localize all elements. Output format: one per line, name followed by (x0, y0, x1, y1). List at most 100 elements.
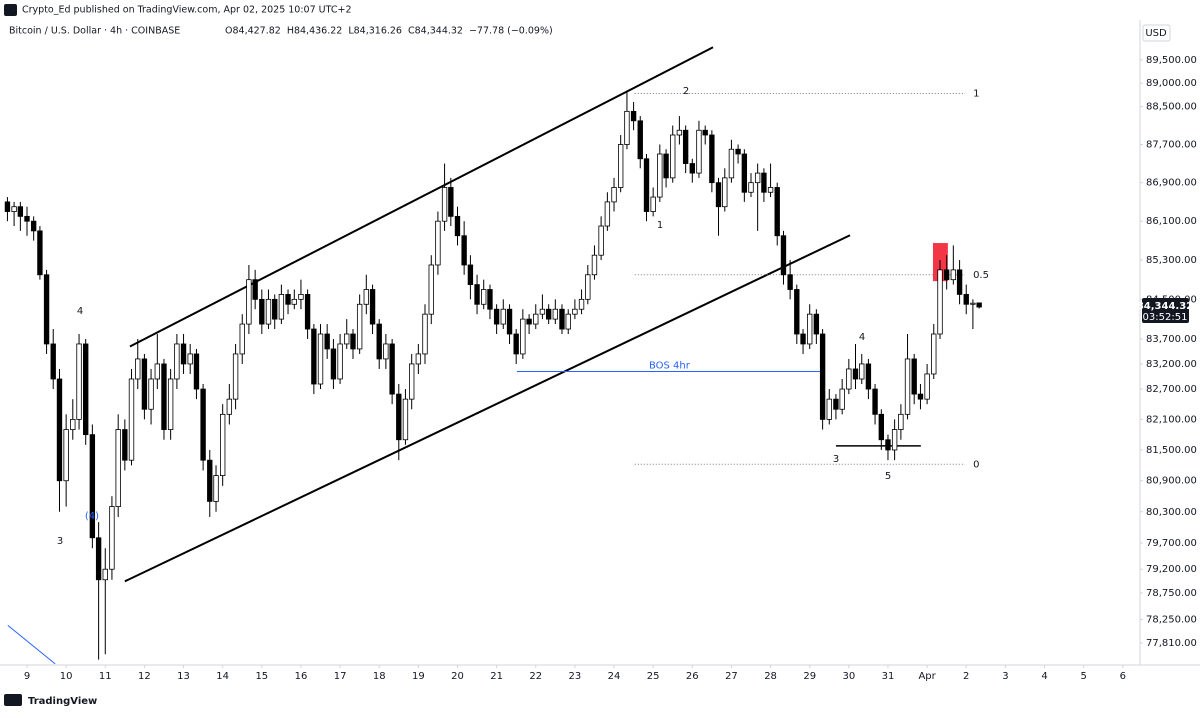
currency-box (1142, 24, 1171, 42)
candle-body (17, 206, 24, 217)
candle-body (767, 187, 774, 193)
candle-body (878, 413, 885, 441)
candle-body (226, 398, 233, 415)
y-tick-label: 83,200.00 (1146, 359, 1197, 370)
candle-body (324, 333, 330, 350)
candle-body (643, 158, 650, 212)
change: −77.78 (−0.09%) (469, 26, 553, 37)
candle-body (43, 274, 50, 345)
candle-body (630, 110, 637, 122)
candle-body (917, 393, 924, 400)
candle-body (200, 388, 206, 461)
y-tick-label: 80,900.00 (1146, 476, 1197, 487)
candle-body (904, 358, 911, 415)
x-tick-label: 6 (1120, 671, 1126, 682)
y-tick-label: 86,100.00 (1146, 216, 1197, 227)
candle-body (970, 302, 976, 305)
candle-body (272, 298, 278, 320)
candle-body (239, 323, 245, 355)
x-tick-label: 24 (608, 671, 621, 682)
candle-body (89, 434, 96, 539)
x-tick-label: 5 (1080, 671, 1086, 682)
candle-body (76, 343, 82, 420)
y-tick-label: 79,700.00 (1146, 538, 1197, 549)
candle-body (722, 177, 728, 208)
candle-body (813, 313, 820, 335)
candle-body (865, 363, 872, 390)
publisher: Crypto_Ed published on TradingView.com, … (22, 5, 352, 16)
x-tick-label: 12 (138, 671, 151, 682)
candle-body (148, 378, 154, 410)
x-tick-label: 25 (647, 671, 660, 682)
candle-body (800, 333, 806, 345)
candle-body (819, 333, 826, 420)
x-tick-label: 11 (99, 671, 112, 682)
candle-body (956, 269, 963, 295)
candle-body (317, 333, 324, 385)
candle-body (748, 182, 754, 193)
y-tick-label: 89,500.00 (1146, 55, 1197, 66)
candle-body (937, 269, 943, 335)
candle-body (4, 201, 11, 212)
candle-body (911, 358, 917, 395)
candle-body (278, 294, 285, 320)
candle-body (154, 363, 161, 380)
x-tick-label: 3 (1002, 671, 1008, 682)
candle-body (409, 363, 415, 400)
candle-body (474, 284, 480, 305)
y-tick-label: 78,250.00 (1146, 614, 1197, 625)
candle-body (219, 413, 226, 476)
x-tick-label: 14 (216, 671, 229, 682)
y-tick-label: 80,300.00 (1146, 507, 1197, 518)
candle-body (839, 388, 845, 410)
candle-body (207, 459, 213, 502)
channel-line (124, 234, 851, 583)
candle-body (376, 323, 382, 360)
candle-body (898, 413, 904, 430)
candle-body (741, 153, 748, 193)
candle-body (545, 308, 552, 320)
candle-body (37, 230, 43, 276)
candle-body (246, 279, 252, 325)
candle-body (232, 353, 239, 400)
ohlc-value: C84,344.32 (408, 26, 463, 37)
candle-body (682, 129, 689, 164)
candle-body (728, 148, 735, 179)
candle-body (572, 308, 578, 315)
channel-line (129, 46, 714, 348)
candle-body (193, 353, 200, 390)
wave-label: 2 (683, 86, 689, 97)
brand-logo (4, 694, 22, 706)
candle-body (963, 294, 969, 305)
candle-body (285, 294, 291, 305)
bos-label: BOS 4hr (649, 360, 691, 371)
candle-body (617, 144, 624, 188)
candle-body (833, 398, 839, 410)
candle-body (70, 418, 76, 430)
candle-body (852, 368, 859, 380)
candle-body (500, 308, 506, 325)
x-tick-label: 4 (1041, 671, 1047, 682)
candle-body (807, 313, 813, 345)
candle-body (167, 378, 174, 430)
candle-body (506, 308, 513, 335)
candle-body (415, 353, 422, 365)
candle-body (689, 163, 695, 174)
candle-body (454, 215, 461, 237)
wave-label: 3 (833, 454, 839, 465)
candle-body (383, 343, 389, 360)
candle-body (428, 264, 434, 315)
candle-body (872, 388, 878, 415)
candle-body (624, 110, 630, 145)
countdown: 03:52:51 (1143, 312, 1188, 323)
x-tick-label: Apr (918, 671, 936, 682)
candle-body (311, 328, 317, 385)
candle-body (493, 308, 500, 325)
price-label-box (1142, 298, 1189, 324)
candle-body (931, 333, 937, 375)
candle-body (141, 358, 148, 410)
candle-body (396, 393, 402, 441)
ohlc-value: O84,427.82 (225, 26, 281, 37)
candle-body (754, 172, 761, 184)
